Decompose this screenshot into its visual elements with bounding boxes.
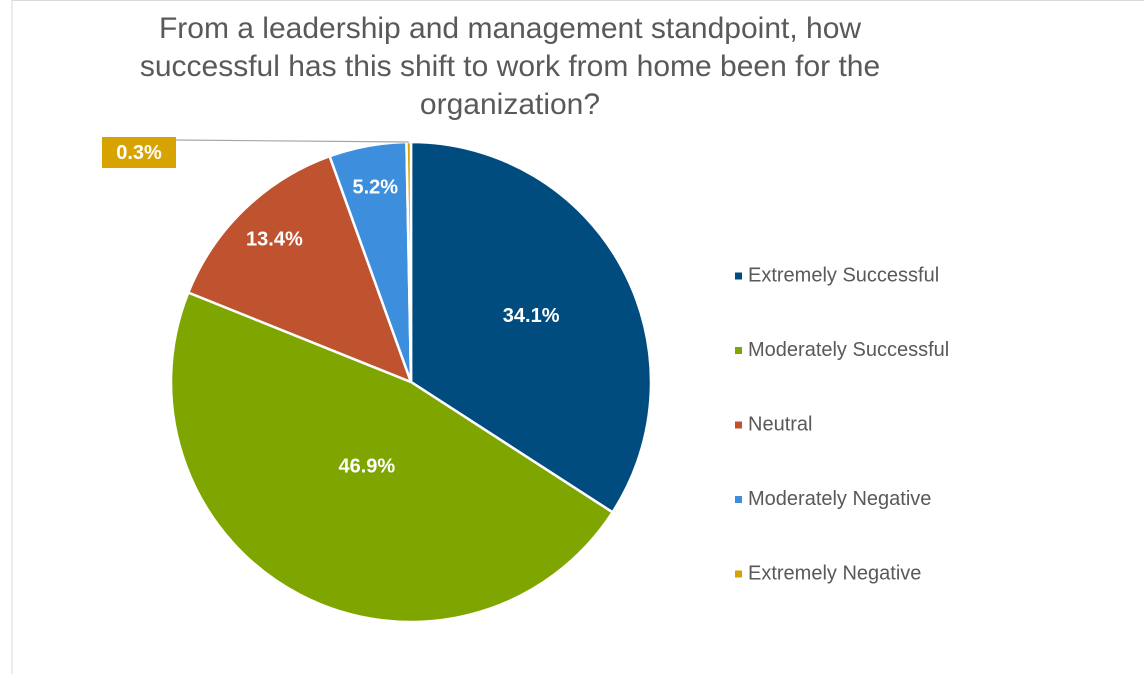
chart-border (11, 0, 1144, 674)
pie-slice (186, 154, 414, 385)
legend-label: Moderately Negative (748, 488, 931, 510)
pie-slice (169, 290, 615, 624)
data-label: 5.2% (353, 177, 399, 199)
legend-marker (735, 570, 742, 578)
data-label-box (102, 137, 176, 168)
legend-label: Moderately Successful (748, 339, 949, 361)
leader-line (175, 139, 409, 143)
legend-label: Extremely Negative (748, 562, 921, 584)
legend-marker (735, 272, 742, 280)
data-label: 13.4% (246, 229, 303, 251)
legend-marker (735, 496, 742, 503)
legend-marker (735, 347, 742, 354)
legend-label: Neutral (748, 413, 812, 435)
legend-marker (735, 421, 742, 429)
data-label: 34.1% (503, 305, 560, 327)
chart-title: From a leadership and management standpo… (139, 12, 881, 121)
data-label: 46.9% (338, 456, 395, 478)
legend-label: Extremely Successful (748, 264, 939, 286)
data-label: 0.3% (116, 142, 162, 164)
